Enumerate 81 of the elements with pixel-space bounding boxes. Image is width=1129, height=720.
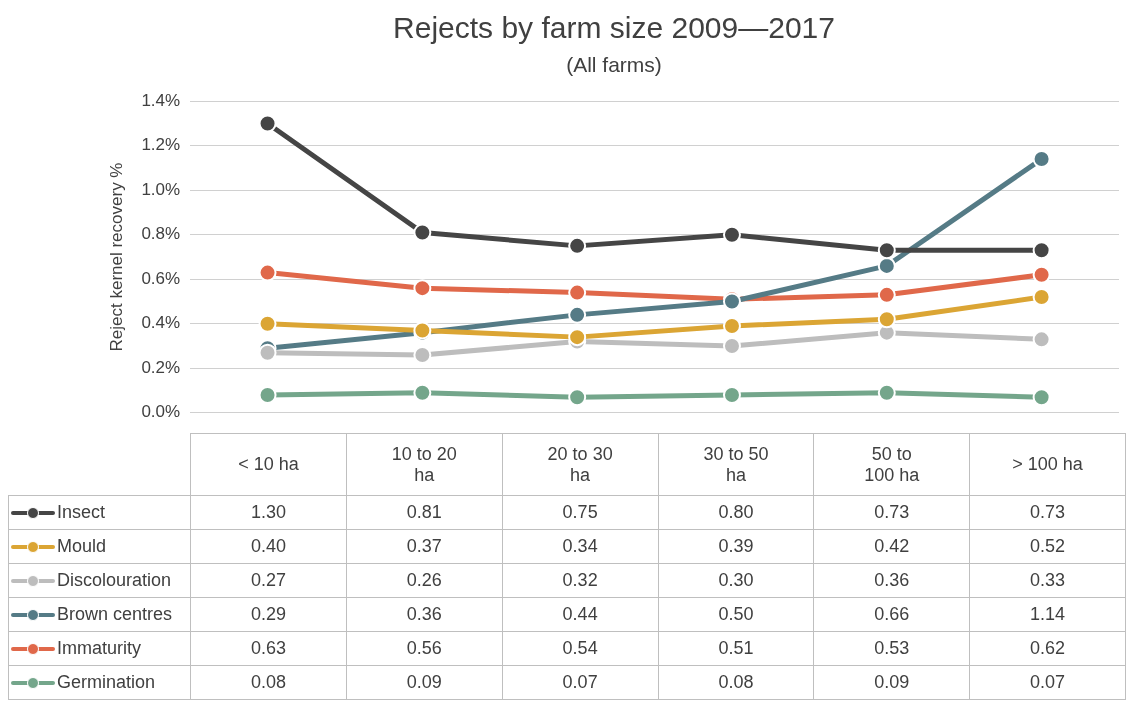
data-label: 0.56 xyxy=(346,631,503,666)
data-label: 0.50 xyxy=(658,597,814,632)
point xyxy=(722,225,741,244)
data-label: 0.63 xyxy=(190,631,347,666)
data-label: 0.37 xyxy=(346,529,503,564)
legend-label: Discolouration xyxy=(57,570,172,590)
data-label: 0.07 xyxy=(969,665,1126,700)
x-tick-label: 30 to 50 ha xyxy=(658,433,814,496)
data-label: 0.40 xyxy=(190,529,347,564)
data-label: 0.52 xyxy=(969,529,1126,564)
data-label: 0.09 xyxy=(346,665,503,700)
data-label: 0.08 xyxy=(190,665,347,700)
point xyxy=(1032,388,1051,407)
data-label: 1.14 xyxy=(969,597,1126,632)
data-label: 1.30 xyxy=(190,495,347,530)
data-label: 0.66 xyxy=(813,597,970,632)
y-tick-label: 0.0% xyxy=(141,402,181,422)
x-tick-label: 10 to 20 ha xyxy=(346,433,503,496)
point xyxy=(877,285,896,304)
data-label: 0.73 xyxy=(969,495,1126,530)
point xyxy=(568,305,587,324)
x-tick-label: 50 to 100 ha xyxy=(813,433,970,496)
y-tick-label: 0.6% xyxy=(141,268,181,288)
data-label: 0.53 xyxy=(813,631,970,666)
data-label: 0.09 xyxy=(813,665,970,700)
legend-label: Mould xyxy=(57,536,107,556)
point xyxy=(877,241,896,260)
y-axis-title: Reject kernel recovery % xyxy=(106,162,126,352)
y-tick-label: 0.8% xyxy=(141,224,181,244)
data-label: 0.39 xyxy=(658,529,814,564)
point xyxy=(877,310,896,329)
data-label: 0.42 xyxy=(813,529,970,564)
data-label: 0.44 xyxy=(502,597,659,632)
point xyxy=(568,236,587,255)
data-label: 0.51 xyxy=(658,631,814,666)
point xyxy=(258,314,277,333)
data-label: 0.80 xyxy=(658,495,814,530)
data-label: 0.27 xyxy=(190,563,347,598)
chart-title: Rejects by farm size 2009—2017 xyxy=(393,11,835,45)
data-label: 0.26 xyxy=(346,563,503,598)
data-label: 0.32 xyxy=(502,563,659,598)
point xyxy=(877,383,896,402)
point xyxy=(568,388,587,407)
point xyxy=(1032,241,1051,260)
x-tick-label: 20 to 30 ha xyxy=(502,433,659,496)
y-tick-label: 1.2% xyxy=(141,135,181,155)
point xyxy=(258,114,277,133)
data-label: 0.36 xyxy=(346,597,503,632)
data-label: 0.07 xyxy=(502,665,659,700)
data-label: 0.54 xyxy=(502,631,659,666)
legend-label: Immaturity xyxy=(57,638,142,658)
y-tick-label: 1.0% xyxy=(141,179,181,199)
point xyxy=(1032,265,1051,284)
point xyxy=(722,317,741,335)
data-label: 0.73 xyxy=(813,495,970,530)
y-tick-label: 1.4% xyxy=(141,90,181,110)
data-label: 0.75 xyxy=(502,495,659,530)
x-tick-label: < 10 ha xyxy=(190,433,347,496)
data-label: 0.29 xyxy=(190,597,347,632)
point xyxy=(413,223,432,242)
point xyxy=(258,343,277,362)
data-label: 0.34 xyxy=(502,529,659,564)
x-tick-label: > 100 ha xyxy=(969,433,1126,496)
data-label: 0.81 xyxy=(346,495,503,530)
data-label: 0.30 xyxy=(658,563,814,598)
legend-label: Insect xyxy=(57,502,106,522)
y-tick-label: 0.4% xyxy=(141,313,181,333)
legend-label: Brown centres xyxy=(57,604,173,624)
point xyxy=(258,263,277,282)
data-label: 0.08 xyxy=(658,665,814,700)
y-tick-label: 0.2% xyxy=(141,357,181,377)
point xyxy=(413,383,432,402)
data-label: 0.62 xyxy=(969,631,1126,666)
data-label: 0.33 xyxy=(969,563,1126,598)
legend-label: Germination xyxy=(57,672,156,692)
data-label: 0.36 xyxy=(813,563,970,598)
point xyxy=(413,279,432,298)
chart-subtitle: (All farms) xyxy=(566,53,662,77)
point xyxy=(568,328,587,347)
point xyxy=(1032,330,1051,349)
point xyxy=(568,283,587,302)
